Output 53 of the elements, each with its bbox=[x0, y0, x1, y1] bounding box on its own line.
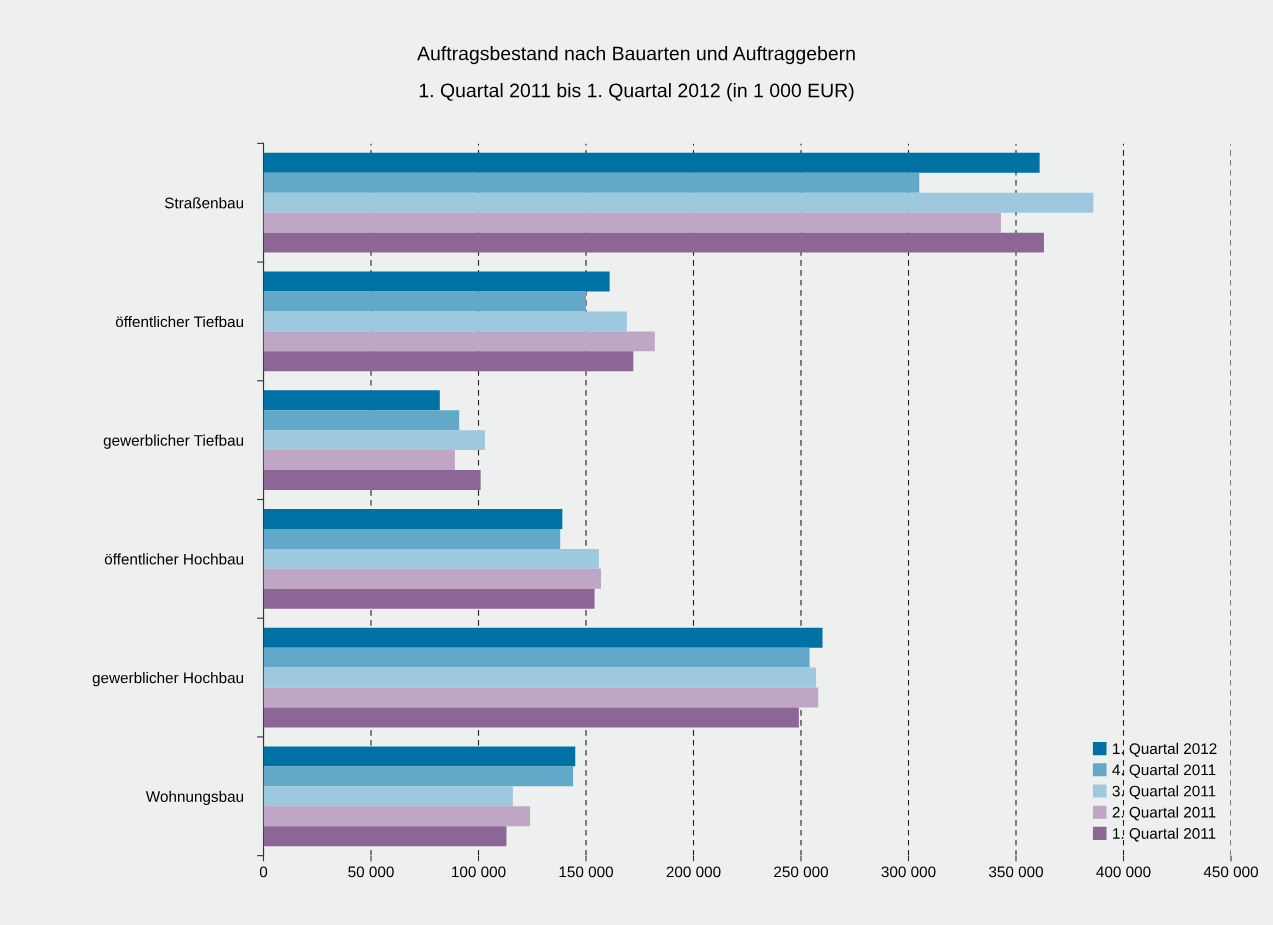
bar bbox=[263, 430, 485, 451]
chart-title: Auftragsbestand nach Bauarten und Auftraggebern bbox=[417, 46, 855, 65]
bar bbox=[263, 331, 655, 352]
bar bbox=[263, 806, 531, 827]
bar bbox=[263, 470, 481, 490]
x-tick-label: 250 000 bbox=[774, 866, 829, 878]
y-tick-label: gewerblicher Tiefbau bbox=[103, 434, 244, 449]
y-tick-label: öffentlicher Tiefbau bbox=[115, 315, 244, 328]
bar bbox=[263, 172, 920, 193]
bar bbox=[263, 667, 817, 688]
x-tick-label: 400 000 bbox=[1096, 866, 1151, 878]
bar bbox=[263, 311, 627, 332]
bar bbox=[263, 528, 561, 549]
bar bbox=[263, 707, 799, 728]
bar bbox=[263, 588, 595, 609]
x-tick-label: 150 000 bbox=[559, 866, 614, 878]
bar bbox=[263, 291, 586, 312]
chart-subtitle: 1. Quartal 2011 bis 1. Quartal 2012 (in 1 000 EUR) bbox=[419, 83, 854, 102]
bar bbox=[263, 152, 1040, 173]
bar bbox=[263, 687, 819, 708]
x-tick-label: 200 000 bbox=[666, 866, 721, 878]
bar bbox=[263, 410, 460, 431]
y-tick-label: Wohnungsbau bbox=[145, 790, 244, 805]
bar bbox=[263, 351, 634, 372]
legend-label: 4. Quartal 2011 bbox=[1112, 764, 1216, 778]
x-tick-label: 350 000 bbox=[988, 866, 1044, 878]
y-tick-label: öffentlicher Hochbau bbox=[104, 553, 244, 565]
bar bbox=[263, 232, 1044, 253]
bar bbox=[263, 192, 1094, 213]
legend-label: 1. Quartal 2012 bbox=[1113, 742, 1217, 757]
x-tick-label: 450 000 bbox=[1203, 866, 1259, 878]
bar bbox=[263, 766, 574, 787]
bar bbox=[263, 647, 810, 668]
x-tick-label: 100 000 bbox=[452, 866, 506, 878]
bar bbox=[263, 826, 507, 847]
legend-label: 3. Quartal 2011 bbox=[1112, 785, 1216, 800]
y-tick-label: Straßenbau bbox=[164, 197, 244, 209]
bar bbox=[263, 548, 599, 569]
x-tick-label: 50 000 bbox=[348, 866, 394, 878]
bar bbox=[263, 271, 610, 292]
bar bbox=[263, 450, 455, 471]
bar bbox=[263, 786, 513, 807]
bar bbox=[263, 212, 1001, 233]
bar bbox=[263, 390, 440, 411]
bar bbox=[263, 568, 602, 589]
bar bbox=[263, 509, 563, 529]
x-tick-label: 0 bbox=[259, 866, 268, 878]
legend-label: 2. Quartal 2011 bbox=[1112, 806, 1216, 821]
bar bbox=[263, 746, 576, 767]
x-tick-label: 300 000 bbox=[881, 866, 936, 878]
bar bbox=[263, 627, 823, 648]
legend-label: 1. Quartal 2011 bbox=[1113, 827, 1216, 842]
y-tick-label: gewerblicher Hochbau bbox=[92, 672, 244, 687]
